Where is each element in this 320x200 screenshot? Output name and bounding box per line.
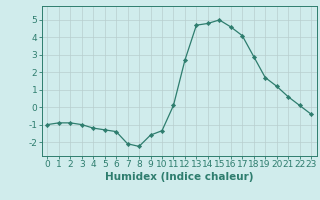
- X-axis label: Humidex (Indice chaleur): Humidex (Indice chaleur): [105, 172, 253, 182]
